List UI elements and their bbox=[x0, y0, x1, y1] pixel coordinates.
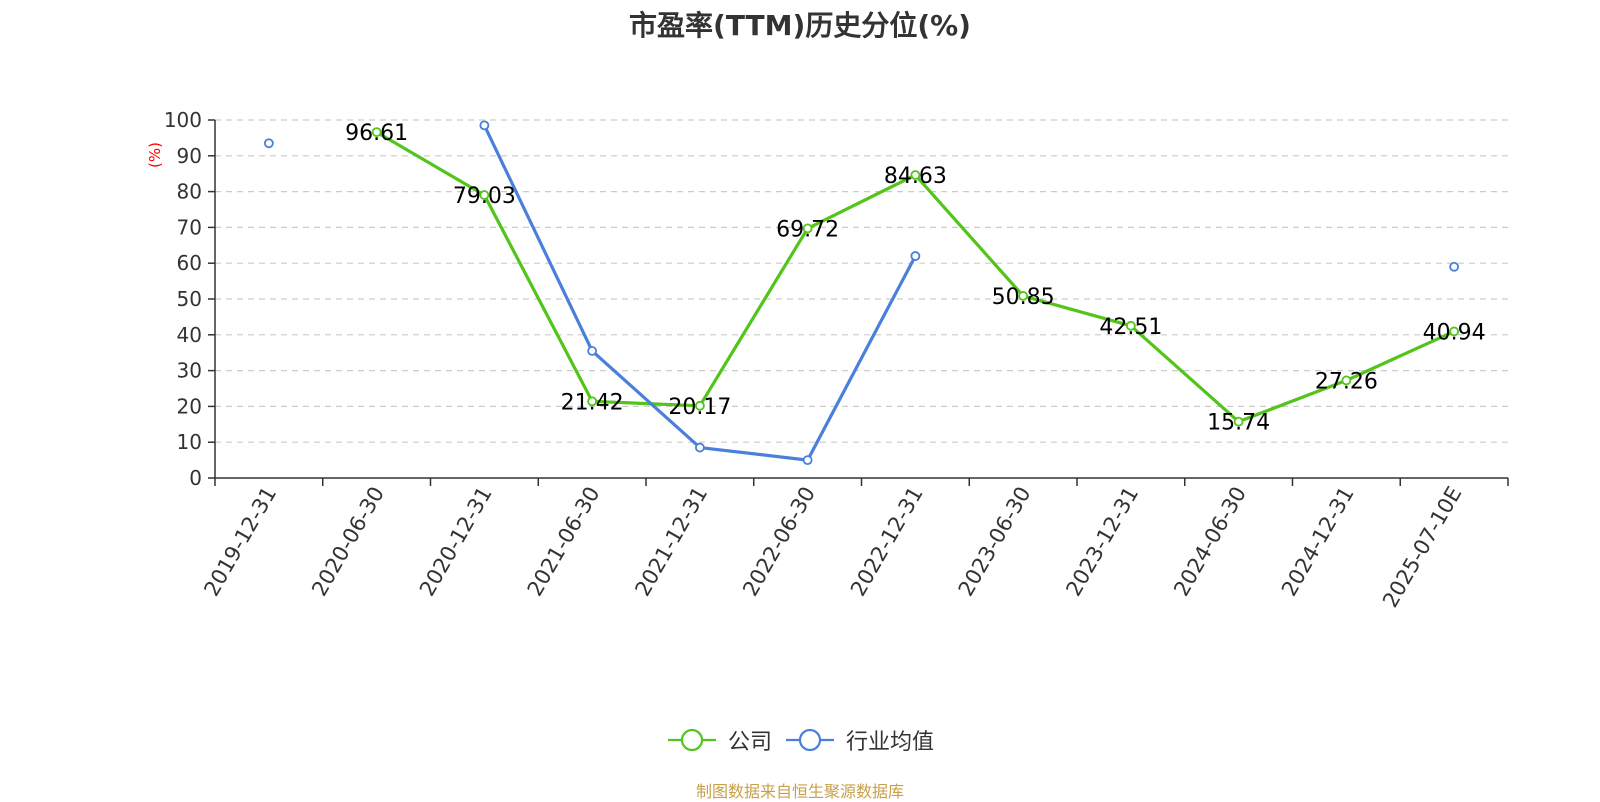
data-point bbox=[694, 400, 705, 411]
y-tick-label: 0 bbox=[189, 466, 202, 490]
x-tick-label: 2023-06-30 bbox=[954, 483, 1036, 601]
y-tick-label: 40 bbox=[177, 323, 202, 347]
data-point bbox=[587, 396, 598, 407]
data-label: 69.72 bbox=[776, 217, 839, 242]
y-axis-label: (%) bbox=[146, 142, 164, 168]
x-tick-label: 2023-12-31 bbox=[1061, 483, 1143, 601]
data-label: 96.61 bbox=[345, 121, 408, 146]
y-tick-label: 50 bbox=[177, 287, 202, 311]
data-point bbox=[1018, 291, 1029, 301]
data-point bbox=[587, 346, 598, 356]
series-lines bbox=[263, 120, 1460, 466]
y-tick-label: 100 bbox=[164, 108, 202, 132]
data-point bbox=[1449, 326, 1460, 337]
y-tick-label: 30 bbox=[177, 359, 202, 383]
y-tick-label: 80 bbox=[177, 180, 202, 204]
legend-swatch-icon bbox=[786, 728, 834, 752]
data-point bbox=[1125, 320, 1136, 331]
data-point bbox=[479, 190, 490, 200]
legend-label: 公司 bbox=[727, 730, 772, 755]
data-point bbox=[1449, 261, 1460, 272]
data-label: 27.26 bbox=[1315, 369, 1378, 394]
data-label: 40.94 bbox=[1423, 320, 1486, 345]
data-point bbox=[1341, 375, 1352, 386]
series-1 bbox=[371, 127, 1460, 427]
y-tick-label: 90 bbox=[177, 144, 202, 168]
y-tick-label: 70 bbox=[177, 215, 202, 239]
x-tick-label: 2025-07-10E bbox=[1378, 483, 1466, 612]
data-point bbox=[802, 223, 813, 234]
y-tick-label: 60 bbox=[177, 251, 202, 275]
data-point bbox=[371, 127, 382, 138]
data-point bbox=[694, 442, 705, 453]
data-label: 42.51 bbox=[1099, 315, 1162, 340]
data-point bbox=[910, 251, 921, 261]
y-tick-label: 20 bbox=[177, 394, 202, 418]
x-tick-label: 2024-06-30 bbox=[1169, 483, 1251, 601]
data-label: 84.63 bbox=[884, 164, 947, 189]
y-tick-label: 10 bbox=[177, 430, 202, 454]
x-tick-label: 2019-12-31 bbox=[199, 483, 281, 601]
data-label: 20.17 bbox=[668, 395, 731, 420]
axes: 0 10 20 30 40 50 60 70 80 90 100(%) 2019-12-31 2020-… bbox=[146, 108, 1509, 612]
x-tick-label: 2024-12-31 bbox=[1277, 483, 1359, 601]
data-label: 21.42 bbox=[561, 390, 624, 415]
x-tick-label: 2020-12-31 bbox=[415, 483, 497, 601]
x-tick-label: 2021-12-31 bbox=[630, 483, 712, 601]
x-tick-label: 2022-12-31 bbox=[846, 483, 928, 601]
series-2 bbox=[263, 120, 1460, 466]
x-tick-label: 2022-06-30 bbox=[738, 483, 820, 601]
x-tick-label: 2020-06-30 bbox=[307, 483, 389, 601]
data-point bbox=[479, 120, 490, 131]
source-note: 制图数据来自恒生聚源数据库 bbox=[695, 782, 904, 801]
data-label: 50.85 bbox=[992, 285, 1055, 310]
data-point bbox=[263, 138, 274, 149]
chart-title: 市盈率(TTM)历史分位(%) bbox=[629, 9, 971, 42]
x-tick-label: 2021-06-30 bbox=[523, 483, 605, 601]
legend-item-1[interactable]: 公司 bbox=[666, 724, 772, 756]
legend-label: 行业均值 bbox=[846, 730, 935, 755]
data-labels: 96.61 79.03 21.42 20.17 69.72 84.63 50.85 42.51… bbox=[345, 121, 1485, 436]
legend: 公司 行业均值 bbox=[0, 724, 1600, 756]
data-point bbox=[1233, 416, 1244, 427]
data-point bbox=[910, 170, 921, 180]
data-label: 15.74 bbox=[1207, 411, 1270, 436]
legend-item-2[interactable]: 行业均值 bbox=[784, 724, 934, 756]
legend-swatch-icon bbox=[667, 728, 716, 752]
data-label: 79.03 bbox=[453, 184, 516, 209]
data-point bbox=[802, 455, 813, 466]
